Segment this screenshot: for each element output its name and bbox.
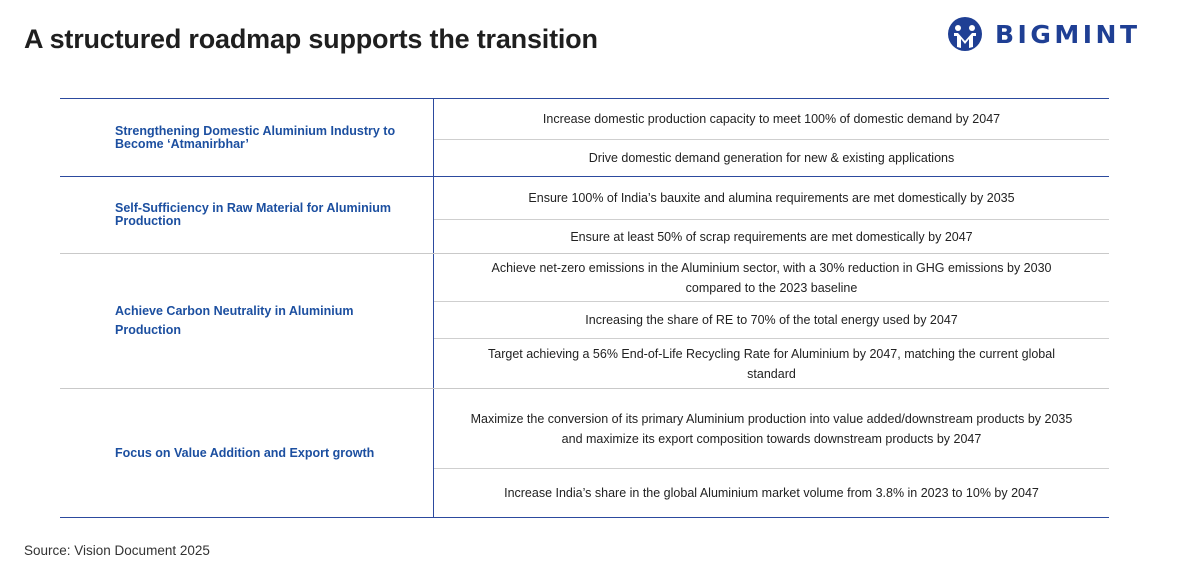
page-title: A structured roadmap supports the transi… [24, 24, 598, 54]
roadmap-row: Self-Sufficiency in Raw Material for Alu… [60, 177, 1109, 254]
brand-logo: BIGMINT [947, 16, 1141, 52]
goal-text: Target achieving a 56% End-of-Life Recyc… [434, 338, 1109, 388]
goal-text: Ensure 100% of India’s bauxite and alumi… [528, 191, 1015, 205]
goals-cell: Increase domestic production capacity to… [434, 99, 1109, 176]
pillar-cell: Achieve Carbon Neutrality in Aluminium P… [60, 254, 434, 388]
goals-cell: Maximize the conversion of its primary A… [434, 389, 1109, 517]
goals-cell: Ensure 100% of India’s bauxite and alumi… [434, 177, 1109, 253]
pillar-label: Strengthening Domestic Aluminium Industr… [115, 123, 396, 151]
pillar-label: Self-Sufficiency in Raw Material for Alu… [115, 201, 391, 228]
roadmap-row: Strengthening Domestic Aluminium Industr… [60, 98, 1109, 177]
goal-text: Increase domestic production capacity to… [542, 112, 1001, 126]
goal-text: Ensure at least 50% of scrap requirement… [434, 219, 1109, 253]
logo-text: BIGMINT [995, 19, 1141, 49]
goals-cell: Achieve net-zero emissions in the Alumin… [434, 254, 1109, 388]
pillar-cell: Self-Sufficiency in Raw Material for Alu… [60, 177, 434, 253]
goal-text: Drive domestic demand generation for new… [434, 139, 1109, 176]
pillar-cell: Focus on Value Addition and Export growt… [60, 389, 434, 517]
roadmap-row: Achieve Carbon Neutrality in Aluminium P… [60, 254, 1109, 389]
pillar-label: Achieve Carbon Neutrality in Aluminium P… [115, 304, 354, 337]
goal-text: Increasing the share of RE to 70% of the… [434, 301, 1109, 338]
source-note: Source: Vision Document 2025 [24, 543, 210, 558]
roadmap-table: Strengthening Domestic Aluminium Industr… [60, 98, 1109, 518]
pillar-label: Focus on Value Addition and Export growt… [115, 445, 375, 460]
bigmint-logo-icon [948, 17, 982, 51]
goal-text: Increase India’s share in the global Alu… [434, 468, 1109, 517]
goal-text: Maximize the conversion of its primary A… [470, 411, 1073, 446]
roadmap-row: Focus on Value Addition and Export growt… [60, 389, 1109, 518]
pillar-cell: Strengthening Domestic Aluminium Industr… [60, 99, 434, 176]
goal-text: Achieve net-zero emissions in the Alumin… [491, 260, 1052, 295]
